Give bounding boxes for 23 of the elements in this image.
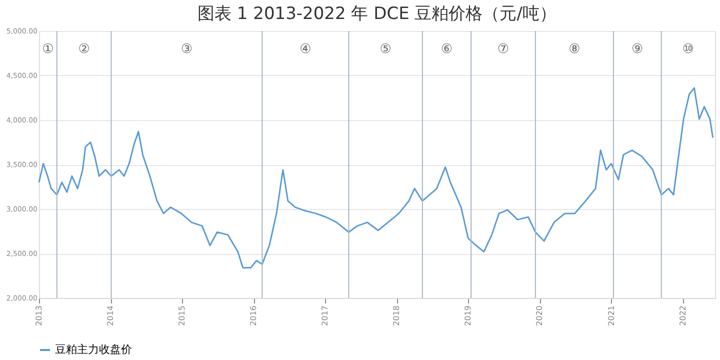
x-tick-label: 2015 — [178, 306, 187, 326]
line-series — [38, 87, 714, 268]
x-tick-label: 2022 — [678, 306, 688, 326]
x-tick-label: 2014 — [106, 306, 116, 326]
annotation: ⑨ — [632, 42, 644, 57]
chart-title: 图表 1 2013-2022 年 DCE 豆粕价格（元/吨） — [198, 4, 556, 24]
annotation: ③ — [180, 42, 193, 57]
x-tick-label: 2020 — [535, 306, 544, 326]
x-tick-label: 2018 — [392, 306, 402, 326]
annotation: ② — [78, 42, 90, 57]
x-tick-label: 2016 — [249, 306, 258, 326]
x-tick-label: 2019 — [464, 306, 473, 326]
annotation: ⑤ — [380, 42, 392, 57]
annotation: ④ — [300, 42, 312, 57]
annotation: ⑧ — [568, 42, 580, 57]
annotation: ⑦ — [497, 42, 510, 57]
annotation: ⑩ — [682, 42, 694, 57]
annotation: ⑥ — [440, 42, 453, 57]
x-tick-label: 2013 — [34, 306, 44, 326]
x-tick-label: 2017 — [320, 306, 330, 326]
x-tick-label: 2021 — [606, 306, 616, 326]
annotation: ① — [42, 42, 54, 57]
legend-label: 豆粕主力收盘价 — [55, 343, 132, 356]
